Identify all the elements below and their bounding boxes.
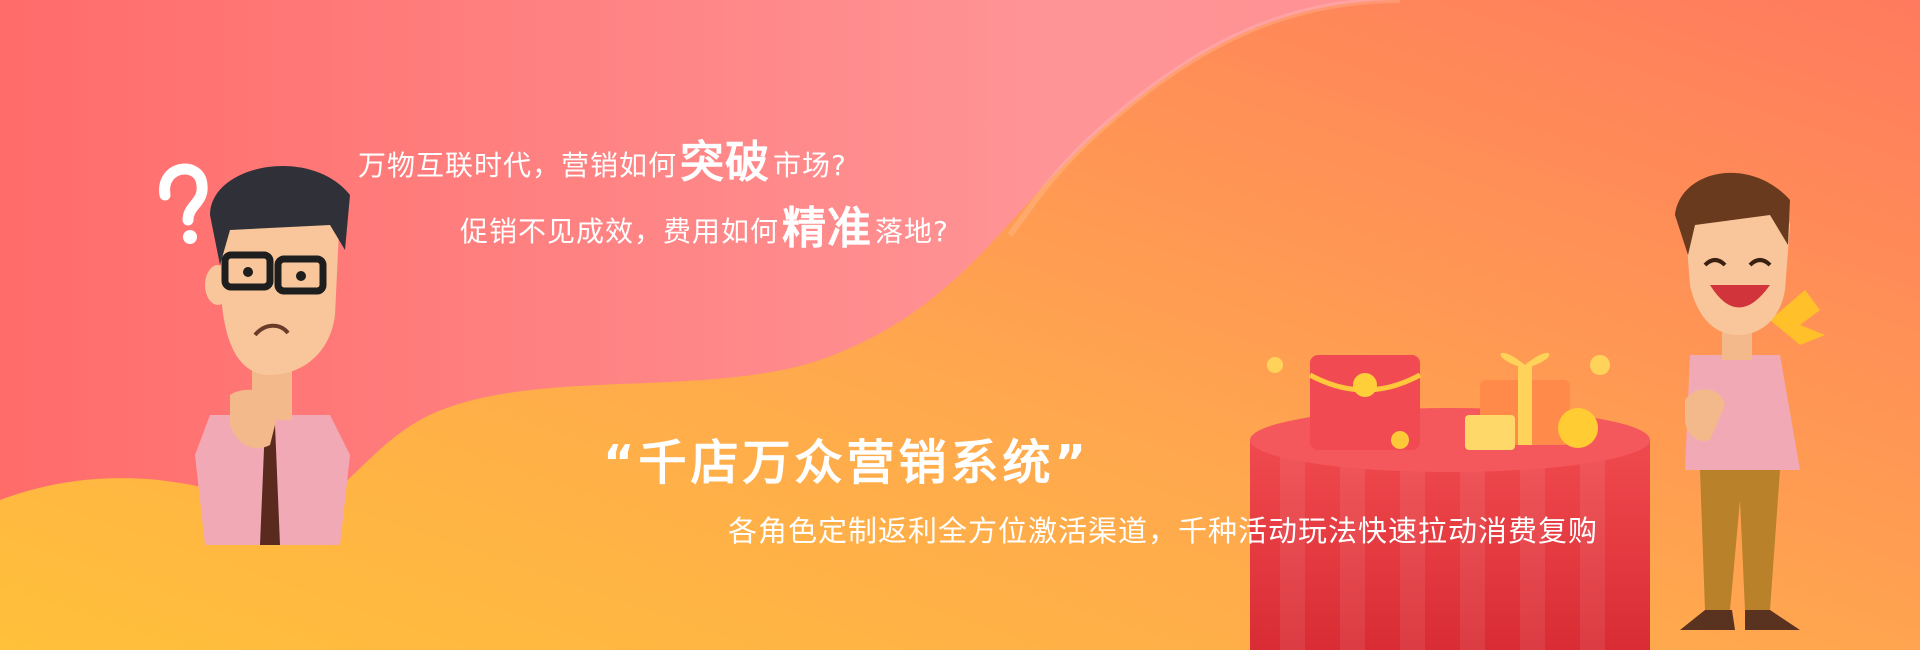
happy-man-icon [1675, 172, 1825, 630]
q2-emph: 精准 [782, 203, 873, 254]
headline-question-2: 促销不见成效，费用如何精准 落地? [460, 190, 949, 254]
q1-post: 市场? [773, 149, 847, 182]
confused-man-icon [159, 163, 350, 545]
gift-stage-icon [1250, 352, 1650, 650]
banner-subtitle: 各角色定制返利全方位激活渠道，千种活动玩法快速拉动消费复购 [728, 514, 1599, 548]
q1-pre: 万物互联时代，营销如何 [358, 149, 678, 182]
q2-post: 落地? [875, 215, 949, 248]
headline-question-1: 万物互联时代，营销如何突破 市场? [358, 124, 847, 188]
banner-title: “千店万众营销系统” [603, 435, 1091, 491]
q2-pre: 促销不见成效，费用如何 [460, 215, 780, 248]
q1-emph: 突破 [680, 137, 771, 188]
